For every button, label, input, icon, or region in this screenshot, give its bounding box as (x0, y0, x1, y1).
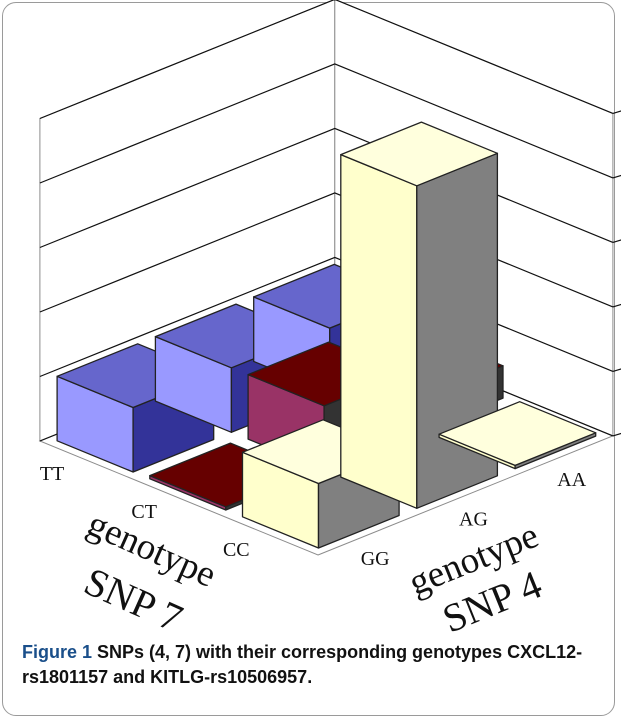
gridline (39, 0, 614, 120)
z-axis-ticks: 012345 (612, 110, 621, 437)
col-category-label: AG (459, 508, 488, 530)
bar-top-face (438, 401, 597, 467)
col-category-label: GG (361, 548, 390, 570)
row-category-label: CC (223, 539, 250, 561)
chart-bars (56, 121, 597, 549)
caption-text: SNPs (4, 7) with their corresponding gen… (22, 642, 583, 687)
row-category-label: CT (131, 501, 157, 523)
bar-left-face (340, 153, 418, 509)
gridline (39, 256, 614, 378)
gridline (39, 63, 614, 184)
bar-cc-aa (438, 401, 597, 470)
z-tick-mark (612, 303, 621, 308)
z-tick-mark (612, 368, 621, 372)
bar-top-face (340, 121, 499, 187)
z-tick-mark (612, 432, 621, 437)
row-category-label: TT (40, 463, 64, 485)
gridline (39, 192, 614, 313)
gridline (39, 127, 614, 249)
figure-caption: Figure 1 SNPs (4, 7) with their correspo… (22, 640, 602, 690)
z-tick-mark (612, 239, 621, 243)
z-tick-mark (612, 174, 621, 179)
z-tick-mark (612, 110, 621, 114)
caption-label: Figure 1 (22, 642, 93, 662)
col-category-label: AA (557, 469, 586, 491)
